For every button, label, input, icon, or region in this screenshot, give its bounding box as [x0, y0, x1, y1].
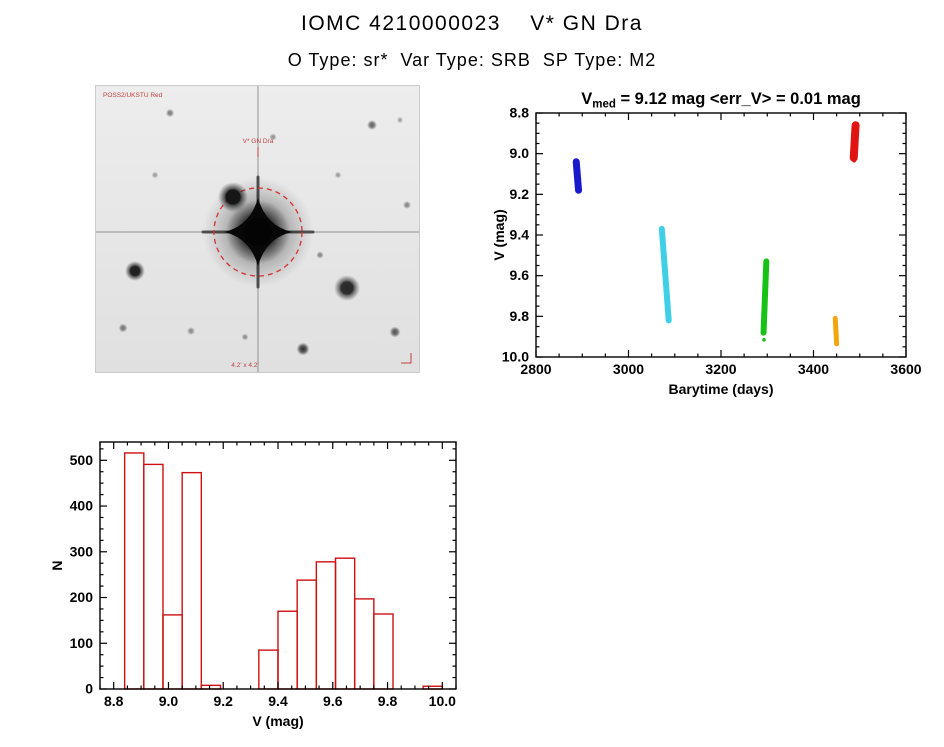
segment-2-cyan	[658, 225, 672, 324]
field-stars	[118, 108, 411, 356]
x-axis-label: V (mag)	[252, 713, 303, 729]
central-star-core	[244, 218, 272, 246]
x-tick-label: 2800	[520, 361, 551, 377]
y-tick-label: 200	[70, 589, 94, 605]
field-star	[151, 171, 159, 179]
image-border	[95, 85, 420, 373]
y-tick-label: 9.8	[510, 308, 530, 324]
y-tick-label: 100	[70, 635, 94, 651]
field-star	[241, 333, 249, 341]
x-tick-label: 9.8	[378, 693, 398, 709]
y-tick-label: 9.6	[510, 267, 530, 283]
field-star	[316, 251, 324, 259]
histogram-bar	[353, 598, 375, 690]
scale-label: 4.2' x 4.2'	[231, 362, 258, 369]
segment-1-blue	[572, 158, 583, 194]
segment-5-red	[849, 121, 860, 162]
histogram-bar	[162, 614, 183, 690]
x-axis-label: Barytime (days)	[668, 381, 773, 397]
histogram-svg: 8.8 9.0 9.2 9.4 9.6 9.8 10.0 0 100 200 300 400 500 V …	[49, 441, 457, 729]
segment-3-green-outlier	[762, 337, 766, 342]
survey-label: POSS2/UKSTU Red	[103, 92, 163, 99]
x-tick-label: 9.0	[159, 693, 179, 709]
histogram-bar	[143, 463, 164, 690]
x-tick-label: 9.2	[213, 693, 233, 709]
x-tick-label: 3200	[705, 361, 736, 377]
field-star	[403, 201, 411, 209]
histogram-bar	[373, 613, 394, 690]
y-tick-label: 500	[70, 452, 94, 468]
segment-4-orange	[832, 315, 840, 347]
x-tick-label: 3600	[890, 361, 921, 377]
y-tick-label: 10.0	[502, 349, 529, 365]
histogram-bar	[258, 649, 279, 690]
histogram-bar	[334, 557, 356, 690]
finder-chart: POSS2/UKSTU Red V* GN Dra 4.2' x 4.2'	[95, 85, 420, 373]
y-tick-label: 300	[70, 543, 94, 559]
page-subtitle: O Type: sr* Var Type: SRB SP Type: M2	[287, 50, 657, 70]
segment-3-green	[760, 258, 770, 336]
field-star	[367, 120, 377, 130]
x-tick-label: 10.0	[429, 693, 456, 709]
x-tick-label: 9.6	[323, 693, 343, 709]
field-star	[187, 327, 195, 335]
y-tick-label: 0	[85, 681, 93, 697]
field-star	[165, 108, 175, 118]
segment-5-red-outlier	[852, 158, 856, 163]
histogram-bar	[296, 579, 318, 690]
target-circle	[213, 187, 303, 277]
y-tick-label: 9.2	[510, 186, 530, 202]
y-axis-label: V (mag)	[491, 209, 507, 260]
field-star	[396, 116, 404, 124]
star-name-label: V* GN Dra	[243, 138, 274, 145]
y-tick-label: 9.0	[510, 145, 530, 161]
histogram-bar	[123, 452, 145, 690]
field-star	[296, 342, 310, 356]
field-star	[389, 326, 401, 338]
field-star	[334, 171, 342, 179]
histogram-bar	[315, 561, 337, 690]
y-tick-label: 8.8	[510, 105, 530, 121]
field-star	[340, 281, 354, 295]
y-axis-label: N	[49, 560, 65, 570]
plot-title: Vmed = 9.12 mag <err_V> = 0.01 mag	[581, 90, 861, 111]
lightcurve-chart: 2800 3000 3200 3400 3600 8.8 9.0 9.2 9.4 9.6 9.8 10…	[490, 88, 940, 408]
histogram-chart: 8.8 9.0 9.2 9.4 9.6 9.8 10.0 0 100 200 300 400 500 V …	[48, 425, 478, 747]
x-tick-label: 8.8	[104, 693, 124, 709]
histogram-bar	[181, 471, 203, 690]
field-star	[118, 323, 128, 333]
field-star	[269, 133, 277, 141]
page-title: IOMC 4210000023 V* GN Dra	[301, 12, 643, 35]
histogram-bar	[277, 610, 298, 690]
corner-mark	[401, 353, 412, 364]
y-tick-label: 9.4	[510, 227, 530, 243]
field-star	[130, 266, 140, 276]
y-tick-label: 400	[70, 498, 94, 514]
lightcurve-svg: 2800 3000 3200 3400 3600 8.8 9.0 9.2 9.4 9.6 9.8 10…	[491, 90, 922, 397]
x-tick-label: 3400	[798, 361, 829, 377]
x-tick-label: 3000	[613, 361, 644, 377]
field-star	[225, 189, 241, 205]
x-tick-label: 9.4	[268, 693, 288, 709]
